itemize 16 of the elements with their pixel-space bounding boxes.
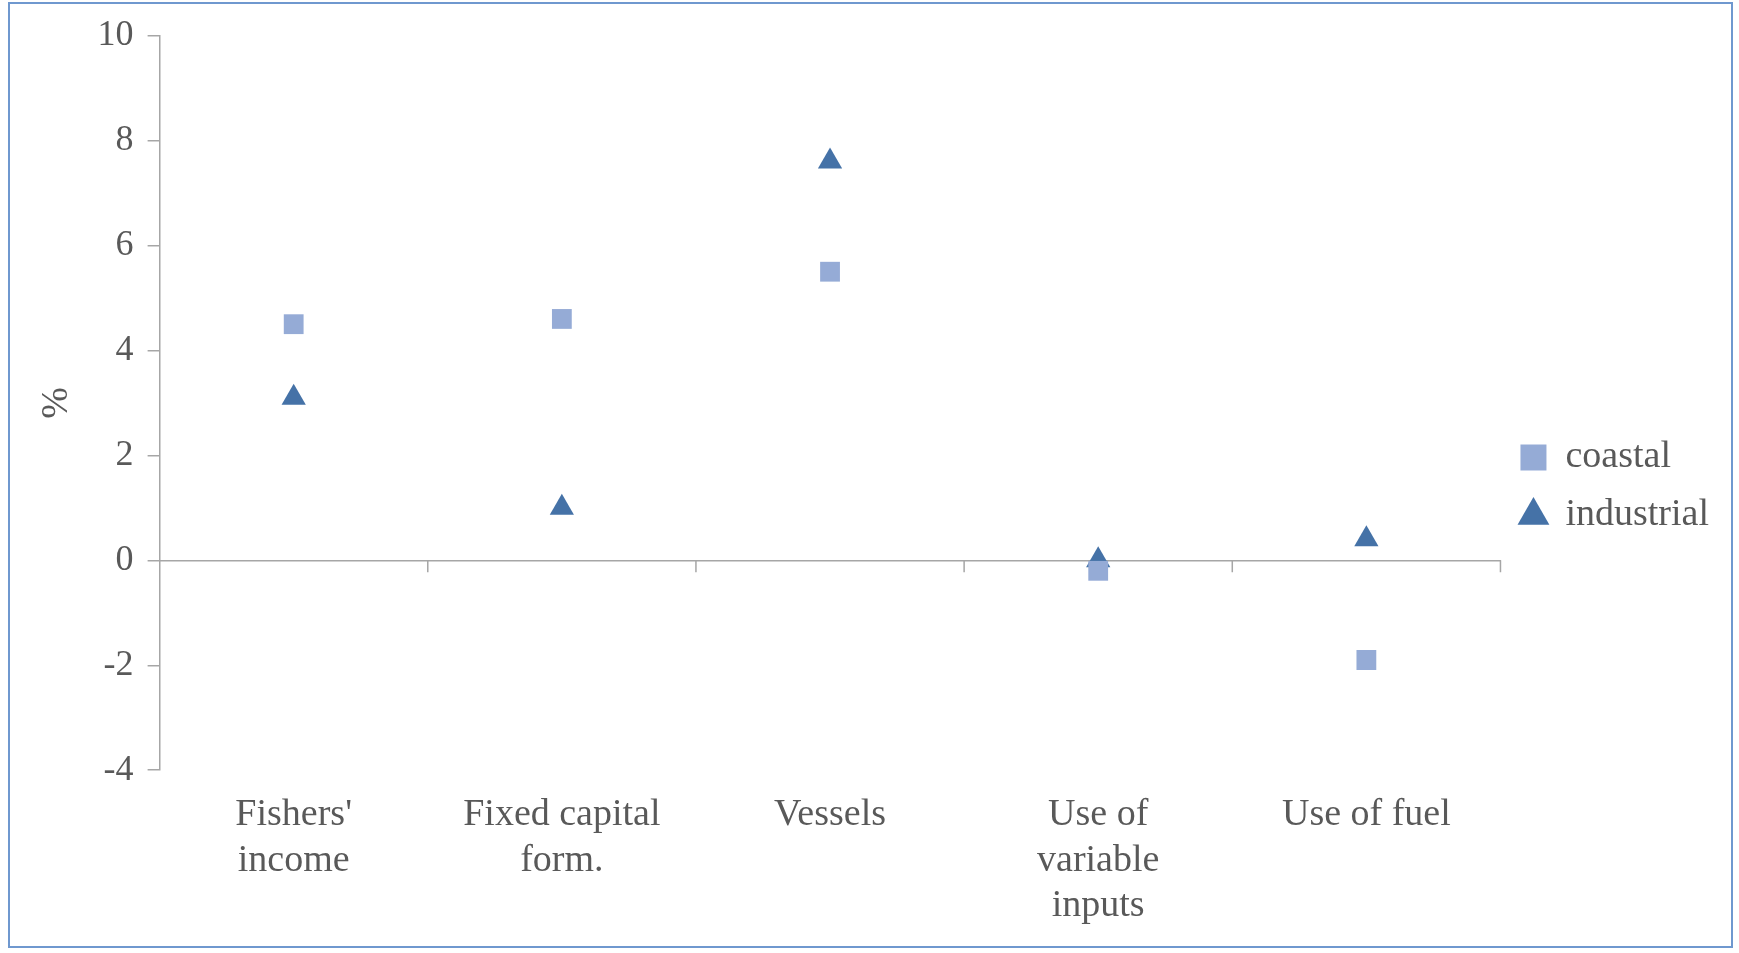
x-tick-label: Use of fuel — [1281, 790, 1451, 833]
y-tick-label: 4 — [115, 327, 134, 368]
y-tick-label: 2 — [115, 432, 134, 473]
legend-label: industrial — [1565, 491, 1710, 534]
x-tick-label: Vessels — [774, 790, 886, 833]
x-tick-label: Fishers' income — [235, 790, 353, 879]
y-tick-label: 6 — [115, 222, 134, 263]
y-tick-label: 0 — [115, 537, 134, 578]
y-tick-label: 10 — [97, 13, 134, 54]
y-axis-title: % — [32, 387, 75, 419]
y-tick-label: -4 — [103, 747, 134, 788]
x-tick-label: Fixed capital form. — [463, 790, 661, 879]
legend-label: coastal — [1565, 433, 1671, 476]
y-tick-label: 8 — [115, 118, 134, 158]
x-tick-label: Use of variable inputs — [1037, 790, 1160, 925]
y-tick-label: -2 — [103, 642, 134, 683]
